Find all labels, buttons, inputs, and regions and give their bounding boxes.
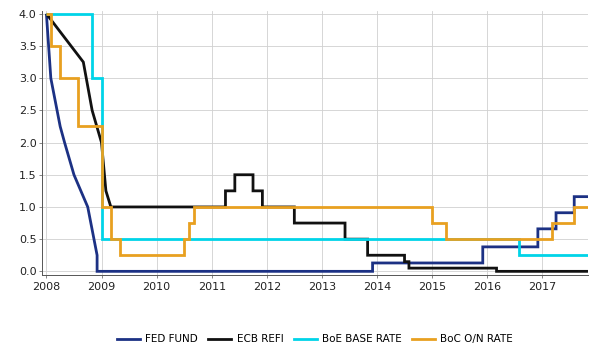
Legend: FED FUND, ECB REFI, BoE BASE RATE, BoC O/N RATE: FED FUND, ECB REFI, BoE BASE RATE, BoC O… xyxy=(113,330,517,348)
